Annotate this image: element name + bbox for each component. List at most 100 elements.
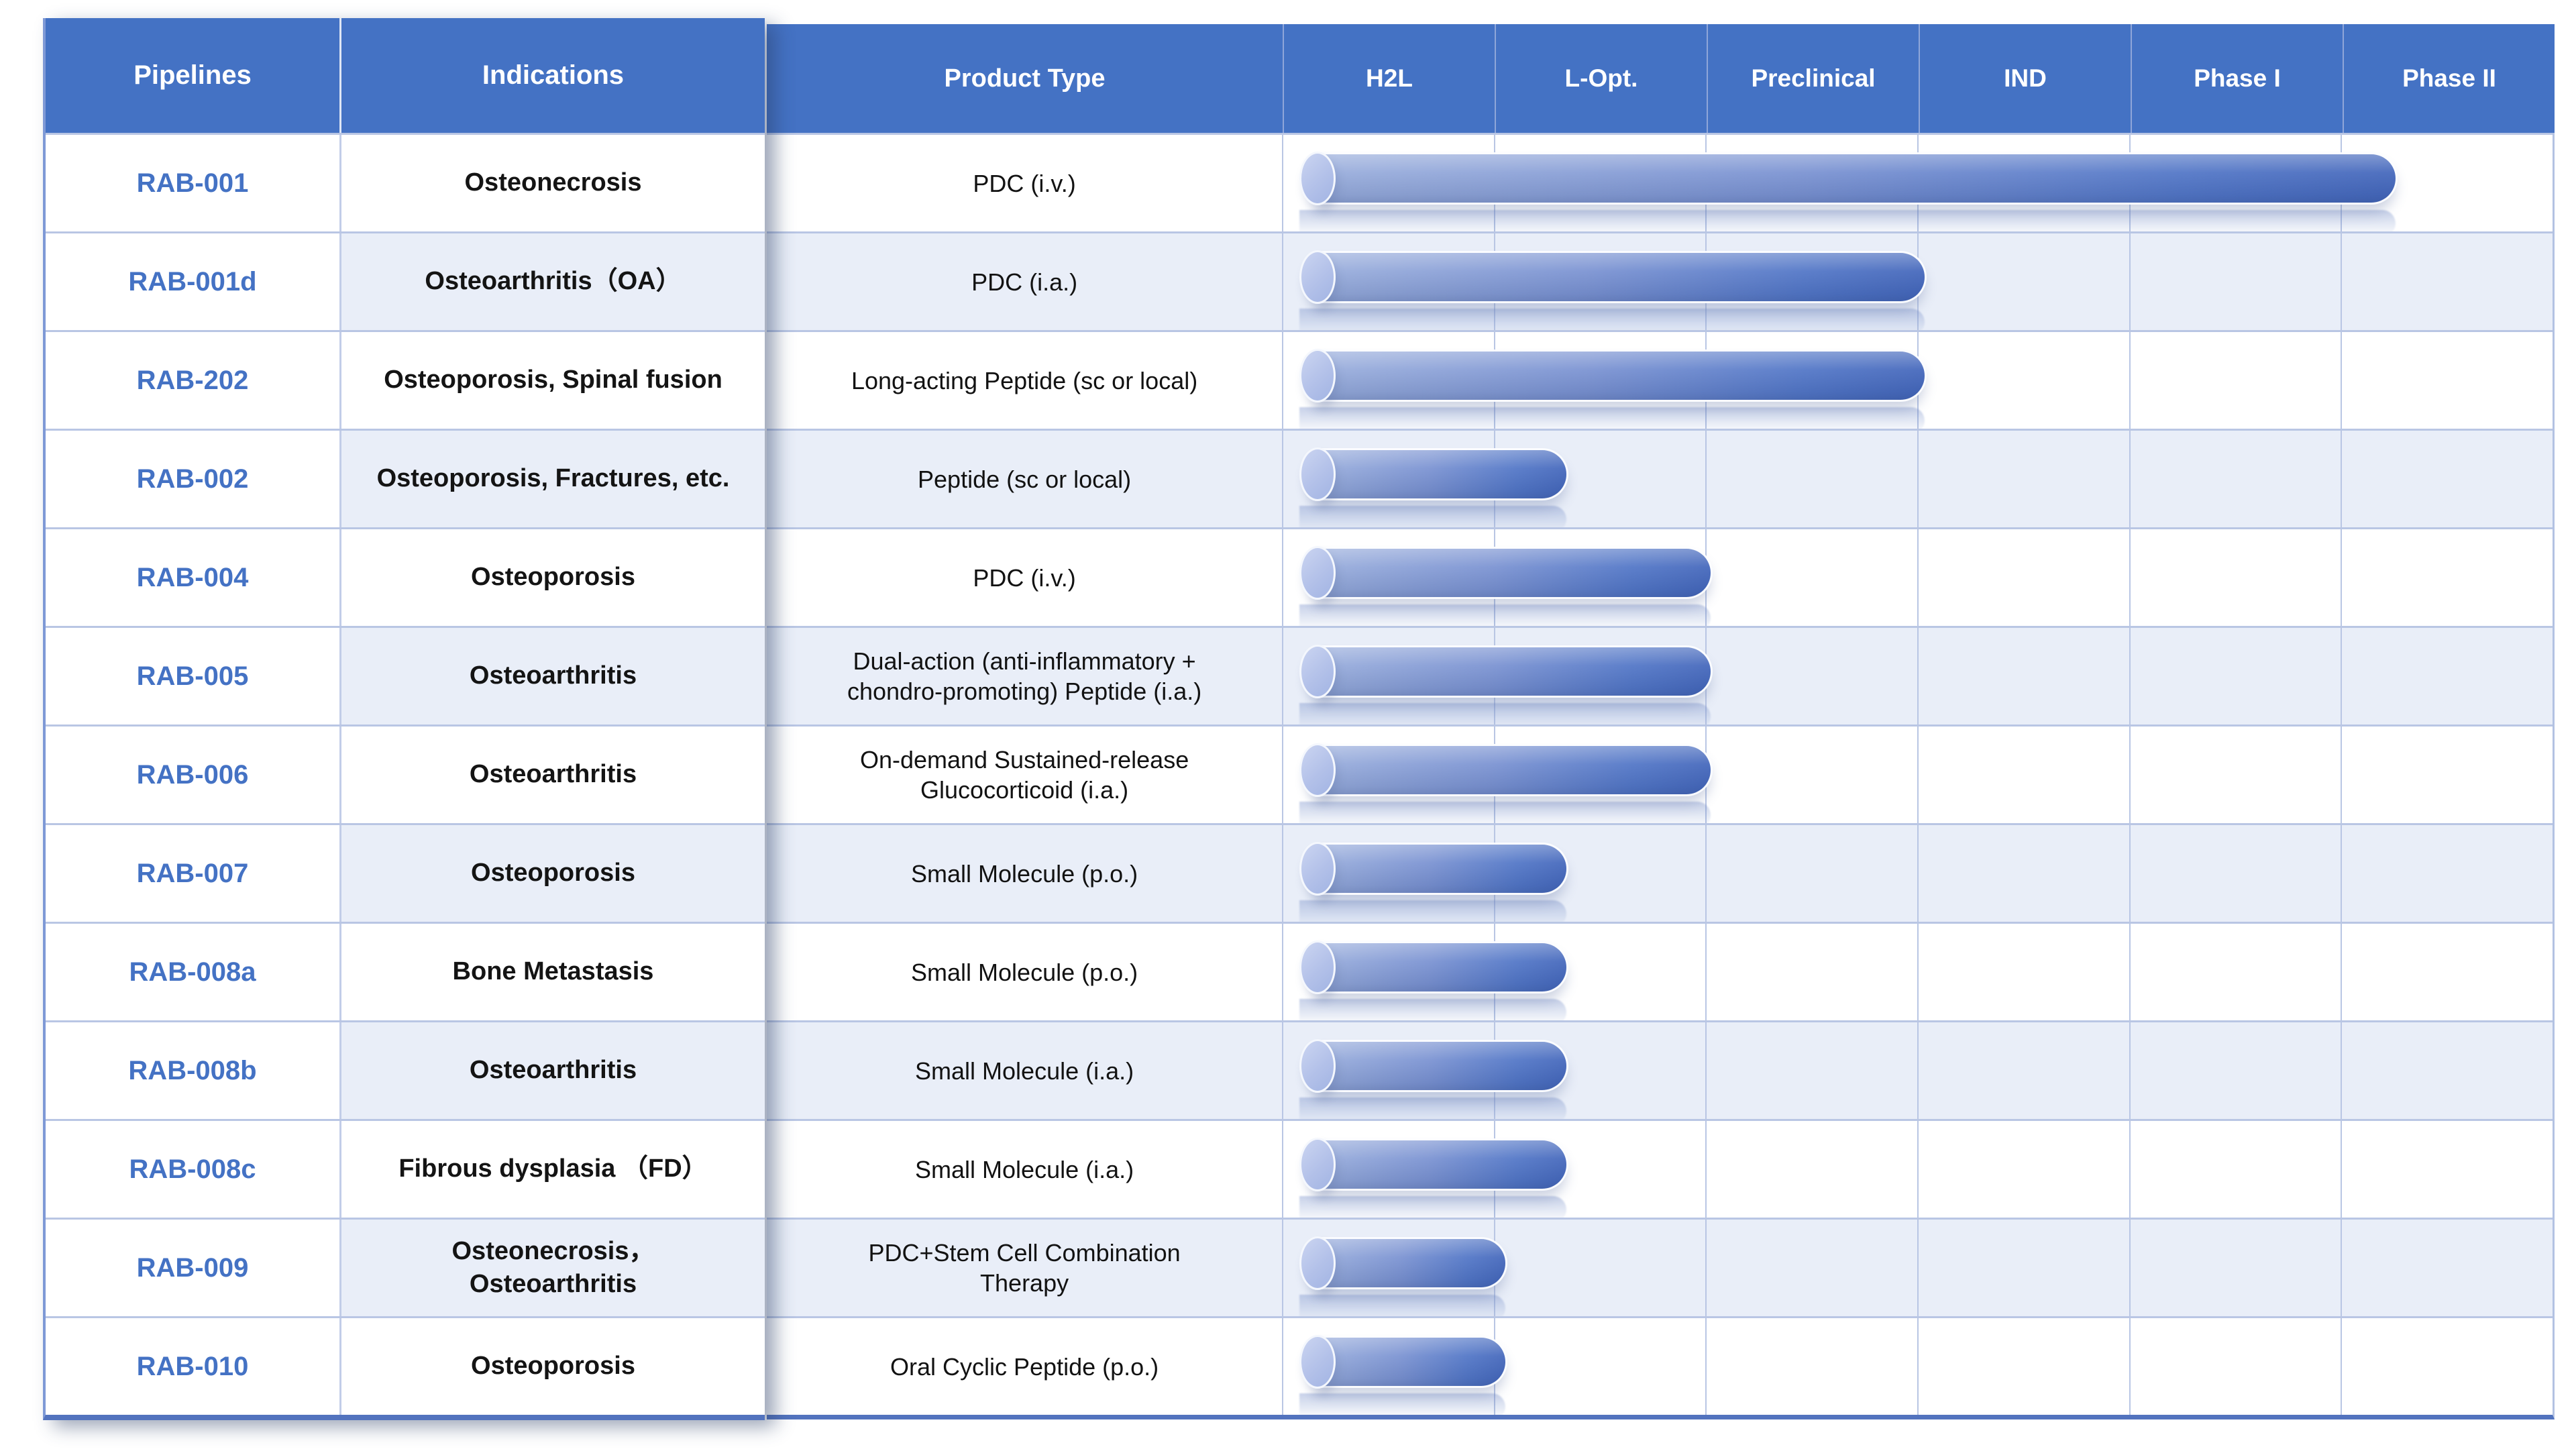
stage-grid-cell <box>2341 628 2553 724</box>
stage-grid-cell <box>2341 332 2553 429</box>
pipeline-row-rab-006: RAB-006 Osteoarthritis <box>46 724 765 823</box>
progress-bar <box>1299 250 1925 304</box>
progress-bar-body <box>1318 154 2396 203</box>
progress-bar-cap <box>1299 1138 1336 1191</box>
stage-grid-cell <box>1282 332 1494 429</box>
stage-grid-cell <box>1282 1022 1494 1119</box>
product-type-cell: Peptide (sc or local) <box>918 465 1132 493</box>
pipeline-code-cell: RAB-004 <box>46 529 341 626</box>
stage-grid-cell <box>2341 727 2553 823</box>
stage-grid-cell <box>1705 529 1917 626</box>
stage-grid-cell <box>1282 1220 1494 1316</box>
pipeline-row-rab-008a: RAB-008a Bone Metastasis <box>46 922 765 1020</box>
progress-bar-reflection <box>1299 506 1566 527</box>
stage-grid-cell <box>2341 1022 2553 1119</box>
stage-grid-cell <box>1917 1121 2129 1218</box>
stage-row-rab-202: Long-acting Peptide (sc or local) <box>767 330 2553 429</box>
stage-grid-cell <box>1493 1318 1706 1415</box>
progress-bar-body <box>1318 1338 1505 1386</box>
stage-grid-cell <box>1705 727 1917 823</box>
progress-bar-reflection <box>1299 900 1566 922</box>
stage-grid-cell <box>2341 1220 2553 1316</box>
product-type-cell: Oral Cyclic Peptide (p.o.) <box>890 1352 1159 1381</box>
stage-grid-cell <box>2129 727 2341 823</box>
stage-grid-cell <box>1705 1318 1917 1415</box>
stage-grid-cell <box>1917 924 2129 1020</box>
stage-grid-cell <box>1705 924 1917 1020</box>
progress-bar-body <box>1318 1140 1566 1189</box>
progress-bar-body <box>1318 352 1925 400</box>
stage-grid-cell <box>1705 431 1917 527</box>
progress-bar-cap <box>1299 250 1336 304</box>
pipeline-row-rab-004: RAB-004 Osteoporosis <box>46 527 765 626</box>
stage-grid-cell <box>1917 1220 2129 1316</box>
indication-cell: Osteoarthritis <box>341 628 765 724</box>
pipeline-code-cell: RAB-202 <box>46 332 341 429</box>
progress-bar-cap <box>1299 1039 1336 1093</box>
stage-grid-cell <box>1282 1318 1494 1415</box>
stage-grid-cell <box>1917 431 2129 527</box>
progress-bar-body <box>1318 1042 1566 1090</box>
progress-bar <box>1299 941 1566 994</box>
stage-grid-cell <box>2341 431 2553 527</box>
pipeline-row-rab-001: RAB-001 Osteonecrosis <box>46 133 765 231</box>
progress-bar <box>1299 152 2396 205</box>
progress-bar-body <box>1318 845 1566 893</box>
pipeline-row-rab-007: RAB-007 Osteoporosis <box>46 823 765 922</box>
progress-bar-reflection <box>1299 1196 1566 1218</box>
product-type-cell: PDC (i.a.) <box>971 268 1078 296</box>
progress-bar <box>1299 1236 1505 1290</box>
progress-bar-cap <box>1299 546 1336 600</box>
stage-row-rab-008c: Small Molecule (i.a.) <box>767 1119 2553 1218</box>
stage-grid-cell <box>2129 924 2341 1020</box>
stage-grid-cell <box>2341 825 2553 922</box>
stage-grid-cell <box>1282 233 1494 330</box>
product-type-cell: Dual-action (anti-inflammatory + chondro… <box>847 647 1202 705</box>
pipeline-code-cell: RAB-001 <box>46 135 341 231</box>
stage-table-header: Product Type H2L L-Opt. Preclinical IND Phas… <box>767 24 2555 133</box>
indication-cell: Osteoarthritis <box>341 727 765 823</box>
stage-grid-cell <box>1917 529 2129 626</box>
progress-bar-cap <box>1299 152 1336 205</box>
pipeline-row-rab-001d: RAB-001d Osteoarthritis（OA） <box>46 231 765 330</box>
stage-grid-cell <box>1705 1121 1917 1218</box>
stage-grid-cell <box>2129 628 2341 724</box>
stage-row-rab-001d: PDC (i.a.) <box>767 231 2553 330</box>
progress-bar-cap <box>1299 941 1336 994</box>
product-type-cell: PDC+Stem Cell Combination Therapy <box>868 1239 1181 1297</box>
progress-bar <box>1299 447 1566 501</box>
progress-bar-reflection <box>1299 210 2396 231</box>
pipeline-row-rab-008b: RAB-008b Osteoarthritis <box>46 1020 765 1119</box>
pipeline-code-cell: RAB-006 <box>46 727 341 823</box>
stage-row-rab-010: Oral Cyclic Peptide (p.o.) <box>767 1316 2553 1415</box>
pipeline-row-rab-202: RAB-202 Osteoporosis, Spinal fusion <box>46 330 765 429</box>
progress-bar-reflection <box>1299 1097 1566 1119</box>
product-type-header: Product Type <box>944 64 1106 93</box>
progress-bar <box>1299 1138 1566 1191</box>
stage-row-rab-002: Peptide (sc or local) <box>767 429 2553 527</box>
pipeline-code-cell: RAB-002 <box>46 431 341 527</box>
progress-bar-cap <box>1299 447 1336 501</box>
stage-grid-cell <box>2341 1318 2553 1415</box>
pipeline-row-rab-009: RAB-009 Osteonecrosis， Osteoarthritis <box>46 1218 765 1316</box>
indication-cell: Osteonecrosis， Osteoarthritis <box>341 1220 765 1316</box>
stage-grid-cell <box>1282 628 1494 724</box>
progress-bar <box>1299 546 1711 600</box>
stage-grid-cell <box>1282 924 1494 1020</box>
stage-grid-cell <box>1917 727 2129 823</box>
pipeline-code-cell: RAB-009 <box>46 1220 341 1316</box>
stage-grid-cell <box>2341 529 2553 626</box>
stage-grid-cell <box>1917 825 2129 922</box>
indication-cell: Bone Metastasis <box>341 924 765 1020</box>
indication-cell: Osteonecrosis <box>341 135 765 231</box>
progress-bar-cap <box>1299 349 1336 402</box>
stage-row-rab-008b: Small Molecule (i.a.) <box>767 1020 2553 1119</box>
stage-row-rab-007: Small Molecule (p.o.) <box>767 823 2553 922</box>
stage-grid-cell <box>1282 431 1494 527</box>
pipelines-table-body: RAB-001 Osteonecrosis RAB-001d Osteoarthrit… <box>46 133 765 1415</box>
product-type-cell: Small Molecule (i.a.) <box>915 1155 1134 1183</box>
pipeline-row-rab-002: RAB-002 Osteoporosis, Fractures, etc. <box>46 429 765 527</box>
progress-bar-body <box>1318 253 1925 301</box>
indication-cell: Osteoporosis <box>341 825 765 922</box>
